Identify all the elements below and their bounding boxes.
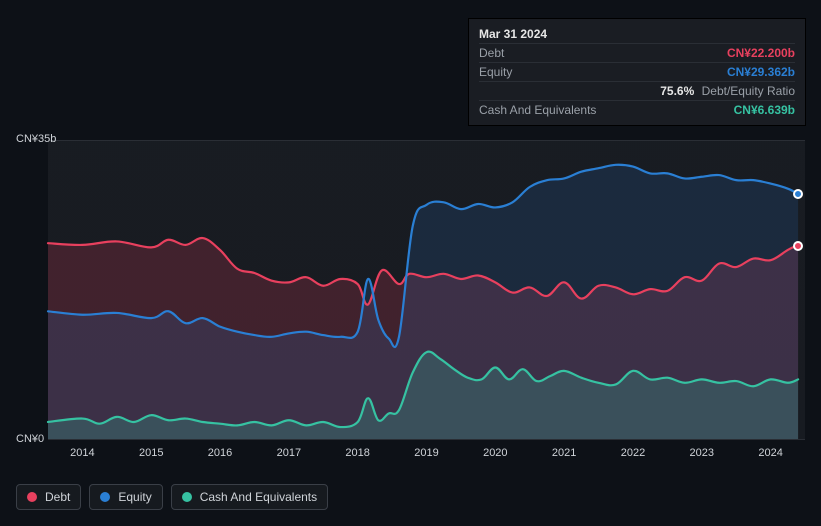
- tooltip-row: Debt CN¥22.200b: [479, 43, 795, 62]
- tooltip-row-label: Equity: [479, 65, 512, 79]
- chart-tooltip: Mar 31 2024 Debt CN¥22.200b Equity CN¥29.36…: [468, 18, 806, 126]
- chart-legend: Debt Equity Cash And Equivalents: [16, 484, 328, 510]
- tooltip-row-value: CN¥29.362b: [727, 65, 795, 79]
- legend-item[interactable]: Cash And Equivalents: [171, 484, 328, 510]
- legend-item[interactable]: Equity: [89, 484, 162, 510]
- tooltip-row: Equity CN¥29.362b: [479, 62, 795, 81]
- plot-area[interactable]: [48, 140, 805, 440]
- x-axis-label: 2015: [139, 447, 163, 459]
- y-axis-label: CN¥35b: [16, 133, 56, 145]
- x-axis-label: 2019: [414, 447, 438, 459]
- y-axis-label: CN¥0: [16, 433, 44, 445]
- legend-label: Cash And Equivalents: [200, 490, 317, 504]
- x-axis: 2014 2015 2016 2017 2018 2019 2020 2021 2022 2023…: [48, 445, 805, 465]
- x-axis-label: 2020: [483, 447, 507, 459]
- series-end-marker: [793, 189, 803, 199]
- x-axis-label: 2014: [70, 447, 94, 459]
- x-axis-label: 2017: [277, 447, 301, 459]
- tooltip-row: 75.6% Debt/Equity Ratio: [479, 81, 795, 100]
- x-axis-label: 2016: [208, 447, 232, 459]
- legend-dot-icon: [182, 492, 192, 502]
- x-axis-label: 2021: [552, 447, 576, 459]
- tooltip-date: Mar 31 2024: [479, 25, 795, 43]
- legend-item[interactable]: Debt: [16, 484, 81, 510]
- x-axis-label: 2023: [690, 447, 714, 459]
- tooltip-ratio: 75.6% Debt/Equity Ratio: [660, 84, 795, 98]
- tooltip-row-value: CN¥6.639b: [734, 103, 795, 117]
- legend-dot-icon: [100, 492, 110, 502]
- chart-container: 2014 2015 2016 2017 2018 2019 2020 2021 2022 2023…: [16, 125, 805, 465]
- tooltip-row-value: CN¥22.200b: [727, 46, 795, 60]
- x-axis-label: 2018: [345, 447, 369, 459]
- legend-dot-icon: [27, 492, 37, 502]
- chart-svg: [48, 141, 805, 439]
- legend-label: Debt: [45, 490, 70, 504]
- tooltip-row: Cash And Equivalents CN¥6.639b: [479, 100, 795, 119]
- x-axis-label: 2022: [621, 447, 645, 459]
- tooltip-row-label: Cash And Equivalents: [479, 103, 596, 117]
- series-end-marker: [793, 241, 803, 251]
- tooltip-row-label: Debt: [479, 46, 504, 60]
- legend-label: Equity: [118, 490, 151, 504]
- x-axis-label: 2024: [758, 447, 782, 459]
